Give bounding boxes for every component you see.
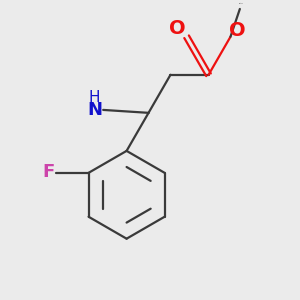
Text: N: N	[88, 101, 103, 119]
Text: H: H	[88, 90, 100, 105]
Text: O: O	[230, 21, 246, 40]
Text: O: O	[169, 19, 186, 38]
Text: F: F	[42, 163, 54, 181]
Text: methyl: methyl	[239, 2, 244, 4]
